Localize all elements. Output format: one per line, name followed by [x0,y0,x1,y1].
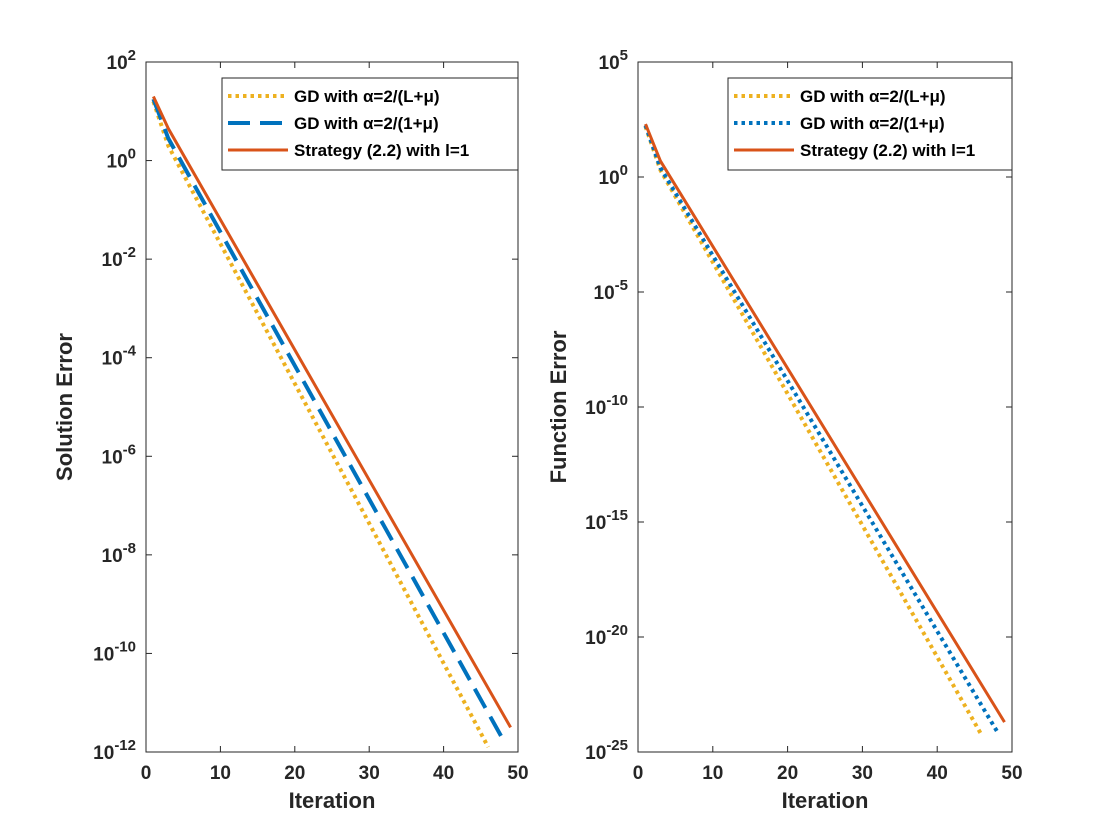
y-tick-exponent: -12 [114,737,136,754]
y-tick-exponent: 2 [128,47,136,64]
legend-label-2: GD with α=2/(1+μ) [294,114,439,133]
y-tick-label: 10-20 [585,622,628,649]
x-tick-label: 30 [852,763,873,784]
legend: GD with α=2/(L+μ) GD with α=2/(1+μ) Strate… [727,77,1013,171]
legend-label-1: GD with α=2/(L+μ) [294,87,440,106]
legend-label-1: GD with α=2/(L+μ) [800,87,946,106]
y-tick-exponent: -20 [606,622,628,639]
x-tick-label: 20 [777,763,798,784]
y-tick-label: 10-10 [585,392,628,419]
y-tick-exponent: -10 [606,392,628,409]
x-tick-label: 10 [702,763,723,784]
y-tick-exponent: -8 [123,540,136,557]
y-tick-label: 100 [599,162,628,189]
legend-box [727,77,1013,171]
y-tick-label: 10-4 [102,343,137,370]
y-tick-label: 10-10 [93,638,136,665]
y-tick-exponent: 0 [620,162,628,179]
x-tick-label: 0 [633,763,644,784]
x-axis-label: Iteration [782,788,869,813]
y-tick-exponent: -6 [123,441,136,458]
legend: GD with α=2/(L+μ) GD with α=2/(1+μ) Strate… [221,77,519,171]
x-tick-label: 40 [433,763,454,784]
series-line-3 [644,123,1006,723]
y-tick-exponent: -5 [615,277,628,294]
x-tick-label: 20 [284,763,305,784]
y-axis-label: Function Error [546,330,571,483]
x-axis-label: Iteration [289,788,376,813]
x-tick-label: 40 [927,763,948,784]
y-tick-label: 10-25 [585,737,628,764]
y-tick-exponent: 5 [620,47,628,64]
y-tick-exponent: -25 [606,737,628,754]
y-tick-exponent: -2 [123,244,136,261]
y-tick-exponent: -4 [123,343,137,360]
y-tick-exponent: -10 [114,638,136,655]
y-tick-label: 105 [599,47,628,74]
y-tick-label: 10-2 [102,244,136,271]
x-tick-label: 10 [210,763,231,784]
series-line-3 [152,95,512,729]
legend-label-3: Strategy (2.2) with l=1 [800,141,975,160]
x-tick-label: 50 [507,763,528,784]
y-tick-label: 100 [107,146,136,173]
legend-label-2: GD with α=2/(1+μ) [800,114,945,133]
y-axis-label: Solution Error [52,333,77,481]
y-tick-exponent: 0 [128,146,136,163]
y-tick-label: 10-12 [93,737,136,764]
plot-area [637,61,1013,753]
series-line-2 [151,98,505,741]
y-tick-exponent: -15 [606,507,628,524]
y-tick-label: 10-5 [594,277,628,304]
chart-panel-1: 0 10 20 30 40 5010-1210-1010-810-610-410-2100… [52,47,529,813]
y-tick-label: 102 [107,47,136,74]
y-tick-label: 10-15 [585,507,628,534]
x-tick-label: 0 [141,763,152,784]
plot-area [145,61,519,753]
y-tick-label: 10-6 [102,441,136,468]
chart-panel-2: 0 10 20 30 40 5010-2510-2010-1510-1010-510010… [546,47,1023,813]
x-tick-label: 50 [1001,763,1022,784]
legend-label-3: Strategy (2.2) with l=1 [294,141,469,160]
y-tick-label: 10-8 [102,540,136,567]
x-tick-label: 30 [359,763,380,784]
